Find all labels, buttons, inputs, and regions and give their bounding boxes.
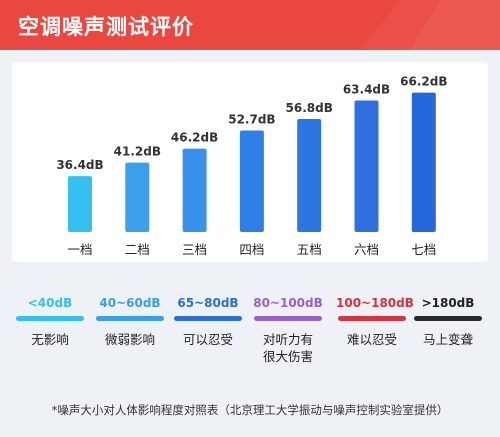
legend-color-bar: [174, 316, 242, 321]
legend-color-bar: [338, 316, 406, 321]
legend-item: 65~80dB 可以忍受: [172, 294, 244, 348]
bar-value-label: 66.2dB: [400, 75, 447, 89]
bar-value-label: 41.2dB: [114, 145, 161, 159]
legend-color-bar: [16, 316, 84, 321]
category-label: 七档: [411, 242, 436, 257]
bar-value-label: 63.4dB: [343, 82, 390, 96]
bar-chart: 36.4dB 一档 41.2dB 二档 46.2dB 三档 52.7dB 四档 56.8dB 五档…: [56, 75, 447, 257]
legend-range: 65~80dB: [177, 296, 239, 310]
legend-description: 对听力有 很大伤害: [252, 331, 324, 365]
bar-1: [68, 176, 92, 232]
page-title: 空调噪声测试评价: [18, 15, 194, 39]
legend-color-bar: [254, 316, 322, 321]
header-banner: 空调噪声测试评价: [0, 0, 500, 50]
legend-item: >180dB 马上变聋: [412, 294, 484, 348]
category-label: 二档: [125, 242, 150, 257]
legend-description: 可以忍受: [172, 331, 244, 348]
bar-5: [297, 118, 322, 232]
category-label: 五档: [297, 242, 322, 257]
legend-description: 无影响: [14, 331, 86, 348]
legend-description-line: 马上变聋: [422, 332, 473, 347]
legend-description-line: 无影响: [31, 332, 69, 347]
legend-description-line: 微弱影响: [104, 332, 155, 347]
bar-4: [239, 130, 264, 232]
legend-description-line: 对听力有: [262, 332, 313, 347]
bar-value-label: 52.7dB: [228, 112, 275, 126]
legend-description-line: 难以忍受: [346, 332, 397, 347]
category-label: 四档: [239, 242, 264, 257]
legend-color-bar: [414, 316, 482, 321]
legend-item: 100~180dB 难以忍受: [336, 294, 414, 348]
legend-range: 80~100dB: [253, 296, 323, 310]
category-label: 三档: [182, 242, 207, 257]
bar-2: [125, 162, 150, 232]
legend-description-line: 很大伤害: [262, 349, 313, 364]
bar-3: [182, 148, 207, 232]
noise-legend: <40dB 无影响 40~60dB 微弱影响 65~80dB 可以忍受 80~100dB 对听…: [12, 294, 488, 384]
bar-value-label: 36.4dB: [56, 158, 103, 172]
bar-7: [411, 92, 436, 232]
bar-value-label: 56.8dB: [286, 101, 333, 115]
legend-range: 40~60dB: [99, 296, 161, 310]
chart-panel: 36.4dB 一档 41.2dB 二档 46.2dB 三档 52.7dB 四档 56.8dB 五档…: [12, 62, 488, 262]
legend-description-line: 可以忍受: [182, 332, 233, 347]
legend-color-bar: [96, 316, 164, 321]
legend-range: <40dB: [27, 296, 73, 310]
legend-range: 100~180dB: [336, 296, 414, 310]
legend-item: 80~100dB 对听力有很大伤害: [252, 294, 324, 365]
bar-6: [354, 100, 379, 232]
legend-description: 微弱影响: [94, 331, 166, 348]
legend-description: 马上变聋: [412, 331, 484, 348]
legend-item: <40dB 无影响: [14, 294, 86, 348]
category-label: 一档: [67, 242, 92, 257]
category-label: 六档: [354, 242, 379, 257]
bar-value-label: 46.2dB: [171, 131, 218, 145]
legend-range: >180dB: [421, 296, 475, 310]
header-decoration: [360, 0, 500, 50]
footnote: *噪声大小对人体影响程度对照表（北京理工大学振动与噪声控制实验室提供）: [51, 403, 449, 417]
legend-description: 难以忍受: [336, 331, 408, 348]
legend-item: 40~60dB 微弱影响: [94, 294, 166, 348]
